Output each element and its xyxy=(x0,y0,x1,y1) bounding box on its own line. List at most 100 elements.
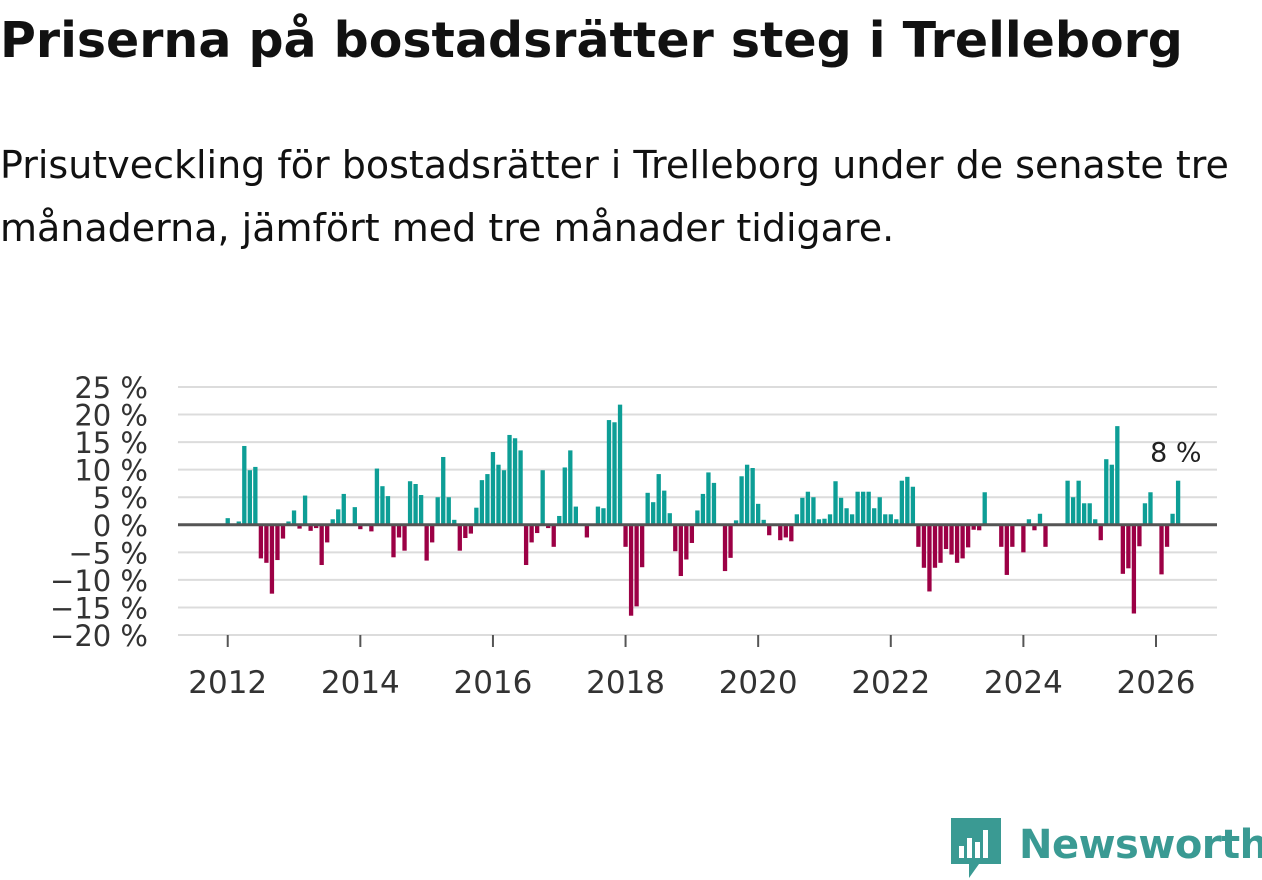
bar xyxy=(700,493,706,525)
bar xyxy=(932,524,938,568)
bar xyxy=(1043,524,1048,547)
bar xyxy=(756,503,761,525)
bar xyxy=(1164,524,1170,547)
bar xyxy=(877,497,882,525)
bar xyxy=(916,524,921,547)
bar xyxy=(391,524,396,558)
bar xyxy=(1109,464,1114,525)
bar xyxy=(849,514,855,525)
bar xyxy=(1131,524,1137,614)
bar xyxy=(557,515,562,525)
bar xyxy=(1115,426,1120,525)
bar xyxy=(656,474,661,525)
bar xyxy=(225,518,230,525)
bar xyxy=(1010,524,1015,547)
bar xyxy=(905,476,910,525)
bar xyxy=(380,486,385,525)
bar xyxy=(1026,519,1032,525)
bar xyxy=(855,491,860,525)
y-tick-label: 25 % xyxy=(74,371,148,405)
bar xyxy=(258,524,264,559)
bar xyxy=(739,476,744,525)
x-tick-label: 2026 xyxy=(1117,665,1196,701)
bar xyxy=(352,507,357,525)
x-tick-label: 2012 xyxy=(188,665,267,701)
bar xyxy=(463,524,468,539)
bar xyxy=(628,524,634,616)
bar xyxy=(1126,524,1131,569)
y-tick-label: 15 % xyxy=(74,426,148,460)
bar xyxy=(424,524,429,561)
bar xyxy=(938,524,943,563)
bar xyxy=(651,502,656,525)
bar xyxy=(833,481,838,525)
bar xyxy=(479,480,485,525)
chart-subtitle: Prisutveckling för bostadsrätter i Trell… xyxy=(0,143,1229,250)
bar xyxy=(673,524,678,552)
bar xyxy=(385,496,391,525)
bar xyxy=(1004,524,1009,575)
bar xyxy=(872,508,877,525)
bar xyxy=(418,495,424,525)
y-tick-label: −20 % xyxy=(50,619,148,653)
bar xyxy=(960,524,965,559)
bar xyxy=(744,464,750,525)
bar xyxy=(789,524,794,542)
bar xyxy=(800,497,805,525)
newsworthy-logo: Newsworthy xyxy=(951,818,1262,880)
x-tick-label: 2016 xyxy=(453,665,532,701)
bar xyxy=(396,524,402,538)
bar xyxy=(253,466,258,525)
bar xyxy=(965,524,971,548)
bar xyxy=(562,467,567,525)
bar xyxy=(302,495,308,525)
bar xyxy=(678,524,683,577)
bar xyxy=(623,524,628,547)
bar xyxy=(601,508,606,525)
bar xyxy=(811,497,816,525)
bar xyxy=(883,514,888,525)
bar xyxy=(568,450,573,525)
bar xyxy=(275,524,280,561)
bar xyxy=(899,480,904,525)
annotation-layer: 8 % xyxy=(1150,438,1201,469)
bar xyxy=(1148,492,1153,525)
bar xyxy=(1037,513,1043,525)
bar xyxy=(634,524,639,607)
bar xyxy=(595,506,601,525)
bar-chart-speech-bubble-icon xyxy=(951,818,1001,878)
bar xyxy=(1021,524,1026,553)
bar xyxy=(1070,497,1076,525)
bar xyxy=(1170,513,1175,525)
last-value-label: 8 % xyxy=(1150,438,1201,469)
bar xyxy=(512,438,518,525)
bar xyxy=(573,506,578,525)
bar xyxy=(866,491,871,525)
bar xyxy=(1142,503,1148,525)
bar xyxy=(402,524,407,551)
bar xyxy=(750,468,755,525)
chart-title: Priserna på bostadsrätter steg i Trelleb… xyxy=(0,12,1183,69)
bar xyxy=(954,524,960,563)
bar xyxy=(1120,524,1125,574)
bar xyxy=(501,470,507,525)
bar xyxy=(430,524,435,543)
bar xyxy=(1137,524,1142,547)
bar xyxy=(313,524,319,529)
bar xyxy=(927,524,932,592)
bar xyxy=(490,452,496,525)
y-tick-label: 20 % xyxy=(74,399,148,433)
bar xyxy=(341,493,346,525)
bar xyxy=(1082,503,1087,525)
bar xyxy=(783,524,788,538)
bar xyxy=(977,524,982,531)
x-tick-label: 2024 xyxy=(984,665,1063,701)
bar xyxy=(706,472,711,525)
bar xyxy=(457,524,462,551)
bar xyxy=(1065,480,1070,525)
bar xyxy=(286,521,291,525)
gridlines xyxy=(178,386,1217,636)
bar xyxy=(612,422,617,525)
bar xyxy=(529,524,534,543)
